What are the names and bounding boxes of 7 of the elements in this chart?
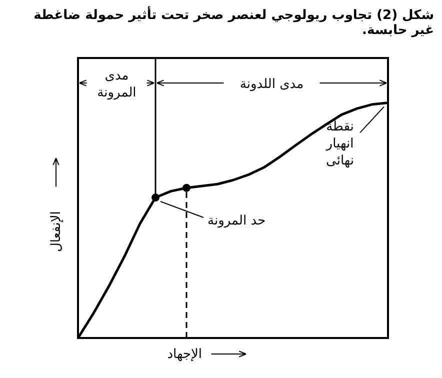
chart-title: شكل (2) تجاوب ريولوجي لعنصر صخر تحت تأثير حمولة ضاغطة غير حابسة. [32,8,434,38]
y-axis-title: الإنفعال [49,211,64,252]
annotation: نقطة انهيار نهائى [325,120,354,169]
x-axis-title: الإجهاد [167,347,202,362]
text: مدى المرونة [97,68,136,100]
annotation: حد المرونة [208,214,266,229]
text: مدى اللدونة [240,77,304,92]
